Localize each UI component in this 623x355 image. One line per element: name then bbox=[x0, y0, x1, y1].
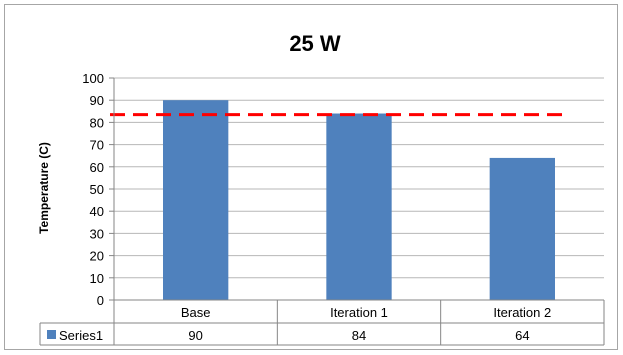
x-category-label: Iteration 2 bbox=[493, 305, 551, 320]
data-table-value: 90 bbox=[188, 328, 202, 343]
y-tick-label: 60 bbox=[90, 160, 104, 175]
data-table: Base 90 Iteration 1 84 Iteration 2 64 Series1 bbox=[39, 300, 605, 346]
axes: 0 10 20 30 40 50 60 70 80 90 100 bbox=[82, 71, 604, 345]
y-tick-label: 30 bbox=[90, 226, 104, 241]
bars bbox=[163, 100, 555, 301]
bar bbox=[489, 157, 555, 300]
legend-swatch bbox=[47, 330, 56, 339]
y-tick-label: 40 bbox=[90, 204, 104, 219]
y-tick-label: 100 bbox=[82, 71, 104, 86]
x-category-label: Base bbox=[181, 305, 211, 320]
legend-series-name: Series1 bbox=[59, 328, 103, 343]
y-axis-label: Temperature (C) bbox=[37, 142, 51, 234]
x-category-label: Iteration 1 bbox=[330, 305, 388, 320]
y-tick-label: 90 bbox=[90, 93, 104, 108]
y-tick-label: 80 bbox=[90, 115, 104, 130]
bar bbox=[326, 113, 392, 301]
y-tick-label: 50 bbox=[90, 182, 104, 197]
bar bbox=[163, 100, 229, 300]
y-tick-label: 70 bbox=[90, 138, 104, 153]
data-table-value: 84 bbox=[352, 328, 366, 343]
y-tick-label: 0 bbox=[97, 293, 104, 308]
chart-title: 25 W bbox=[289, 31, 341, 56]
y-tick-label: 10 bbox=[90, 271, 104, 286]
y-tick-label: 20 bbox=[90, 249, 104, 264]
data-table-value: 64 bbox=[515, 328, 529, 343]
